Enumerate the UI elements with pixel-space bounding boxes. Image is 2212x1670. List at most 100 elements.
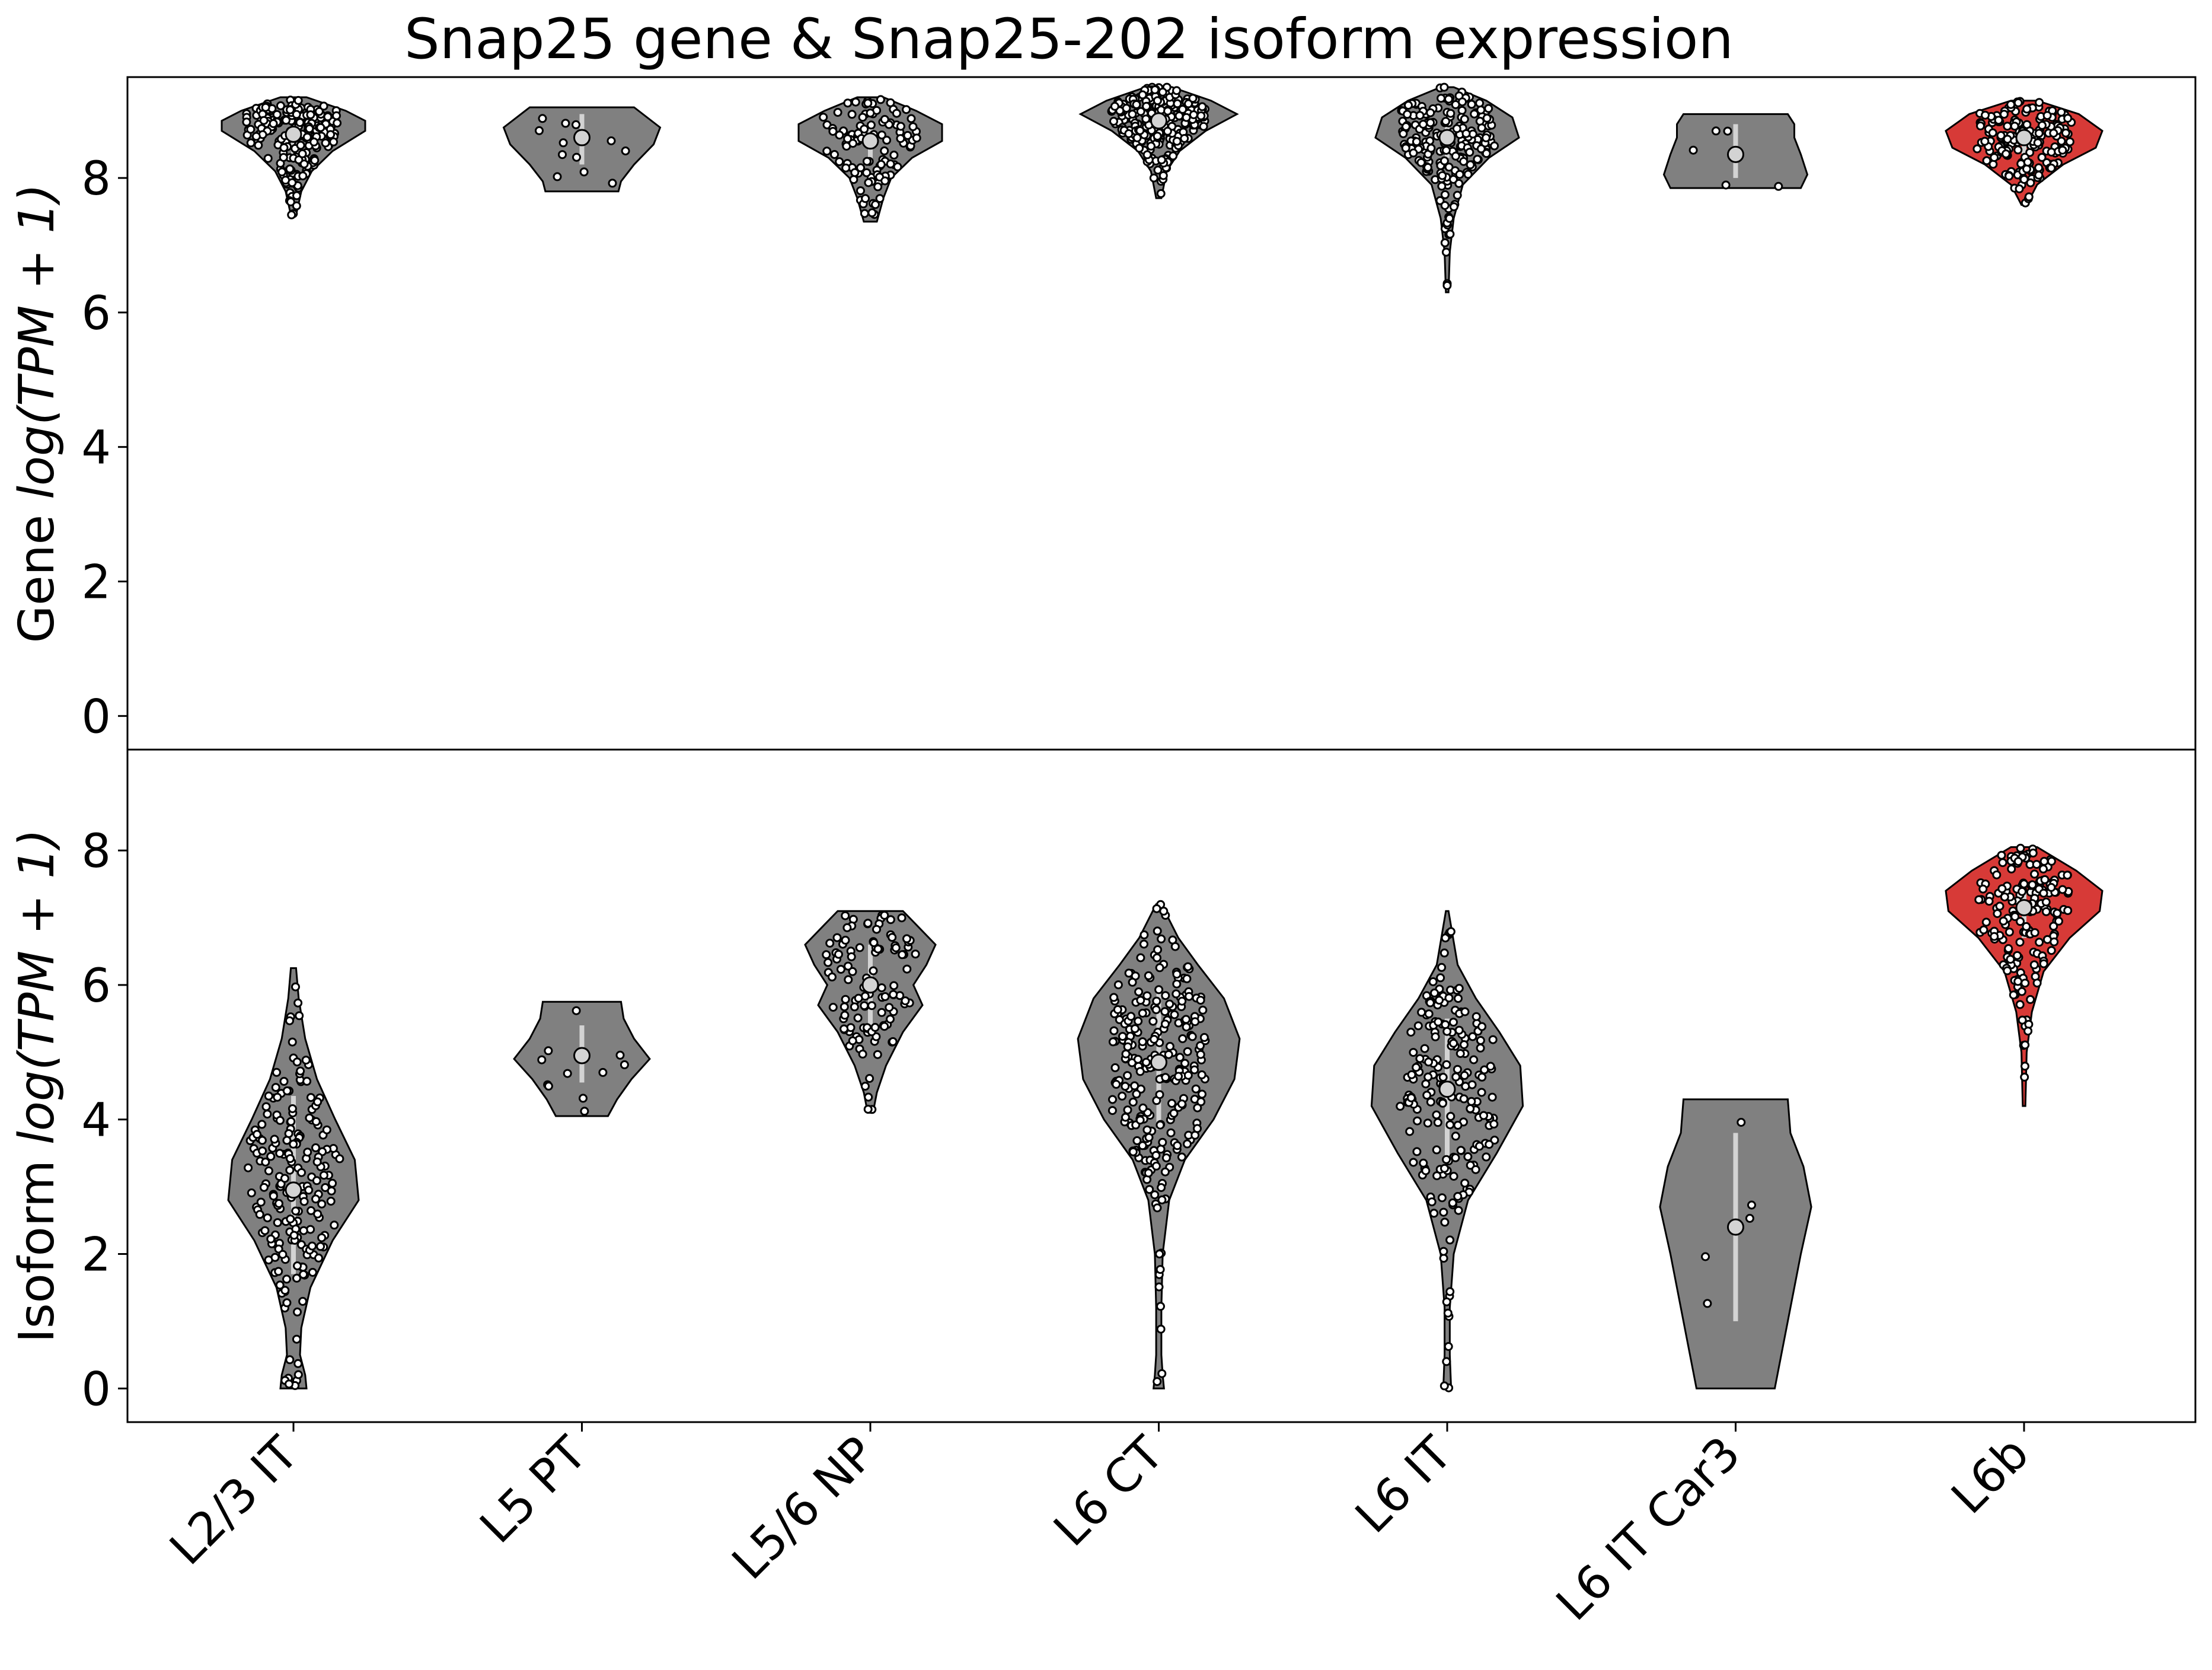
data-point [305,1113,314,1123]
data-point [869,966,878,976]
data-point [615,1050,625,1060]
data-point [1477,1088,1486,1097]
data-point [901,996,910,1006]
data-point [1136,953,1145,963]
data-point [310,156,320,165]
median-marker [2015,898,2033,916]
data-point [1158,171,1168,180]
data-point [277,167,287,177]
data-point [848,1036,857,1046]
data-point [1153,96,1162,106]
data-point [1476,105,1486,114]
data-point [2013,857,2023,866]
data-point [1163,106,1173,116]
data-point [1153,132,1162,141]
data-point [1996,131,2006,140]
data-point [1444,993,1454,1003]
data-point [295,1011,304,1021]
data-point [298,149,307,158]
data-point [1130,1024,1139,1034]
data-point [1118,1032,1127,1041]
data-point [875,194,885,203]
data-point [822,146,832,156]
data-point [1188,94,1198,103]
data-point [832,933,842,942]
data-point [2003,135,2012,144]
data-point [330,1220,339,1230]
data-point [1108,1037,1118,1047]
median-marker [1727,145,1744,163]
data-point [246,138,256,148]
data-point [1446,1111,1455,1121]
data-point [563,1069,572,1078]
data-point [2057,136,2066,146]
data-point [2032,979,2042,988]
data-point [1165,1041,1174,1051]
median-marker [285,125,302,143]
data-point [321,1183,330,1192]
data-point [1170,942,1180,951]
data-point [1412,1063,1421,1072]
data-point [1406,1028,1416,1037]
data-point [579,167,589,177]
data-point [1152,904,1161,913]
data-point [1477,123,1486,133]
data-point [860,1082,870,1091]
data-point [561,119,570,128]
data-point [1182,1022,1191,1032]
data-point [1412,1147,1422,1156]
data-point [304,1185,314,1195]
data-point [544,1046,553,1056]
data-point [1468,1032,1477,1041]
data-point [1441,146,1451,155]
data-point [1420,1044,1429,1053]
data-point [1182,974,1192,983]
data-point [266,1234,276,1244]
data-point [553,172,562,181]
data-point [866,120,876,130]
data-point [251,132,261,141]
data-point [2039,888,2048,898]
data-point [1152,996,1161,1006]
data-point [1150,1190,1160,1200]
data-point [598,1067,608,1077]
data-point [273,1218,282,1228]
data-point [1453,1120,1463,1130]
data-point [1426,144,1436,153]
data-point [1157,1183,1166,1192]
data-point [1178,1034,1188,1043]
data-point [880,114,889,124]
data-point [2022,104,2032,114]
data-point [844,961,853,971]
data-point [860,209,869,218]
data-point [828,1003,838,1012]
data-point [285,164,295,174]
data-point [620,1060,629,1069]
data-point [2009,990,2018,1000]
data-point [293,1359,303,1368]
data-point [850,1002,859,1012]
data-point [1169,1108,1179,1118]
data-point [1469,1055,1479,1065]
data-point [1467,100,1476,109]
data-point [886,98,895,107]
data-point [1434,1017,1443,1027]
data-point [2000,893,2009,901]
data-point [1978,884,1988,894]
data-point [1998,858,2007,868]
data-point [1161,991,1170,1000]
data-point [246,125,256,134]
data-point [274,1199,283,1208]
data-point [1123,1071,1132,1081]
data-point [1416,158,1426,167]
data-point [1159,906,1169,916]
data-point [1449,202,1458,212]
data-point [1441,247,1451,257]
data-point [863,1104,873,1114]
data-point [1170,1010,1179,1019]
data-point [1476,1043,1485,1053]
data-point [1134,987,1144,996]
data-point [314,107,324,116]
data-point [2038,120,2047,130]
data-point [288,178,297,187]
